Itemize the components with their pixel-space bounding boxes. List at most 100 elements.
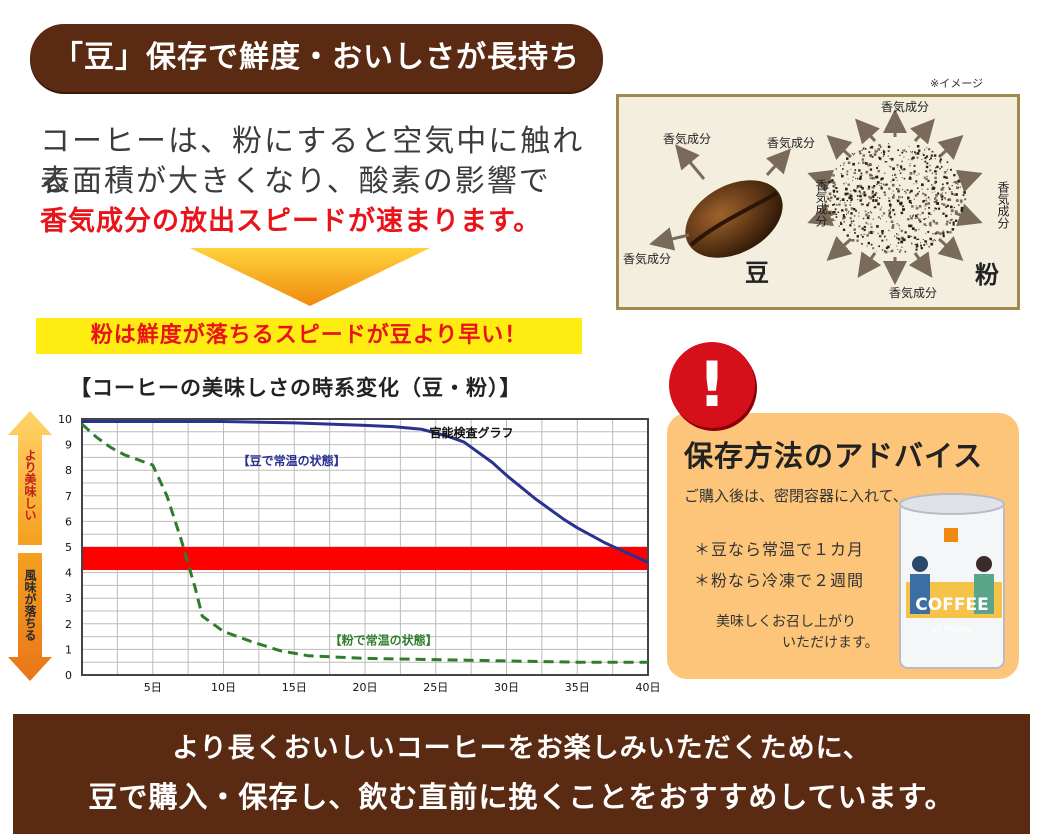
powder-particle: [884, 194, 886, 196]
powder-particle: [833, 203, 836, 205]
powder-particle: [905, 151, 908, 153]
powder-particle: [858, 212, 860, 214]
powder-particle: [842, 215, 846, 219]
powder-particle: [888, 187, 891, 190]
powder-particle: [891, 196, 895, 199]
powder-particle: [873, 153, 877, 156]
powder-particle: [916, 156, 919, 159]
powder-particle: [927, 179, 930, 182]
powder-particle: [887, 150, 890, 152]
powder-particle: [846, 234, 849, 237]
powder-particle: [848, 196, 851, 200]
powder-particle: [924, 193, 927, 197]
powder-particle: [908, 199, 912, 203]
powder-particle: [867, 185, 871, 188]
powder-particle: [874, 150, 877, 153]
powder-particle: [865, 162, 868, 165]
powder-particle: [940, 195, 944, 198]
powder-particle: [866, 245, 868, 247]
powder-particle: [902, 205, 905, 208]
aroma-label-7: 香気成分: [996, 181, 1010, 230]
powder-particle: [836, 197, 839, 201]
powder-particle: [945, 192, 947, 194]
powder-particle: [897, 188, 900, 191]
powder-particle: [949, 231, 952, 234]
powder-particle: [849, 224, 852, 227]
powder-particle: [929, 221, 932, 224]
line-chart: 0 1 2 3 4 5 6 7 8 9 10 5日 10日 15日 20日 25日 30日 35日 40日 【豆で常温…: [8, 411, 661, 694]
powder-particle: [850, 199, 852, 202]
x-tick-label: 35日: [565, 681, 590, 694]
powder-particle: [844, 192, 848, 196]
powder-particle: [926, 171, 928, 173]
powder-particle: [901, 196, 903, 198]
powder-particle: [846, 200, 848, 202]
powder-particle: [827, 184, 829, 186]
powder-particle: [944, 198, 947, 200]
powder-particle: [843, 162, 845, 164]
powder-particle: [888, 203, 892, 207]
powder-particle: [861, 158, 864, 161]
x-tick-label: 15日: [282, 681, 307, 694]
powder-particle: [943, 197, 946, 199]
powder-particle: [903, 177, 906, 180]
powder-particle: [943, 234, 945, 236]
powder-particle: [888, 229, 890, 232]
exclamation-icon: [669, 342, 755, 428]
powder-particle: [848, 210, 850, 212]
powder-particle: [953, 206, 955, 209]
powder-particle: [847, 212, 849, 214]
powder-particle: [913, 183, 915, 185]
powder-particle: [954, 210, 958, 214]
powder-particle: [870, 226, 873, 229]
powder-particle: [953, 193, 956, 196]
powder-particle: [937, 233, 939, 235]
powder-particle: [900, 240, 904, 244]
aroma-label-6: 香気成分: [814, 179, 828, 228]
powder-particle: [886, 239, 888, 241]
powder-particle: [863, 233, 865, 235]
powder-particle: [892, 178, 895, 181]
powder-particle: [849, 193, 852, 196]
powder-particle: [951, 228, 955, 231]
powder-particle: [934, 198, 936, 200]
powder-particle: [900, 166, 903, 169]
powder-particle: [873, 185, 875, 187]
powder-particle: [869, 154, 871, 156]
powder-particle: [839, 200, 841, 202]
powder-particle: [885, 246, 889, 250]
powder-particle: [950, 205, 953, 209]
powder-particle: [856, 235, 859, 238]
powder-particle: [827, 197, 830, 200]
powder-particle: [893, 213, 896, 215]
powder-particle: [956, 186, 959, 190]
powder-particle: [880, 182, 882, 184]
powder-particle: [957, 200, 959, 202]
powder-particle: [858, 169, 861, 172]
powder-particle: [884, 172, 886, 174]
powder-particle: [950, 191, 953, 193]
powder-particle: [952, 223, 955, 226]
powder-particle: [914, 229, 917, 232]
y-axis-lower-label: 風味が落ちる: [23, 569, 37, 641]
powder-particle: [870, 230, 873, 233]
powder-particle: [915, 180, 918, 183]
powder-particle: [834, 220, 836, 222]
powder-particle: [933, 154, 937, 157]
powder-particle: [924, 157, 927, 160]
powder-particle: [870, 211, 873, 214]
powder-particle: [869, 154, 873, 157]
powder-particle: [868, 195, 871, 199]
powder-particle: [916, 238, 919, 240]
powder-particle: [906, 189, 909, 192]
y-tick-label: 10: [58, 413, 72, 426]
powder-particle: [826, 204, 829, 208]
powder-particle: [890, 206, 892, 208]
powder-particle: [910, 157, 914, 161]
powder-particle: [892, 174, 894, 176]
powder-particle: [926, 147, 928, 149]
powder-particle: [925, 155, 929, 158]
powder-particle: [933, 200, 936, 203]
powder-particle: [915, 205, 917, 207]
powder-particle: [929, 169, 932, 172]
